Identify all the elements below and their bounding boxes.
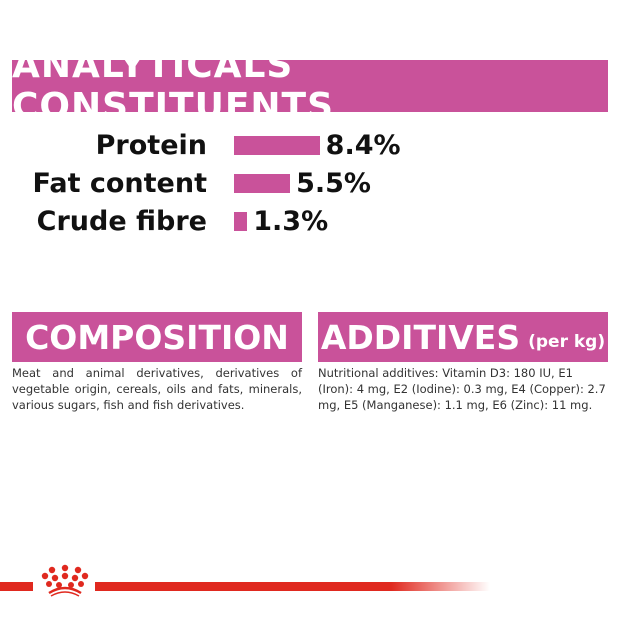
footer-line-left bbox=[0, 582, 33, 591]
composition-title: COMPOSITION bbox=[25, 317, 289, 357]
constituent-label: Crude fibre bbox=[36, 205, 207, 237]
constituent-bar bbox=[234, 211, 248, 231]
additives-header: ADDITIVES (per kg) bbox=[318, 312, 608, 362]
composition-header: COMPOSITION bbox=[12, 312, 302, 362]
constituent-value: 5.5% bbox=[296, 167, 371, 199]
constituent-label: Protein bbox=[95, 129, 207, 161]
constituent-row: Fat content 5.5% bbox=[0, 167, 371, 199]
constituent-value: 8.4% bbox=[325, 129, 401, 161]
additives-title: ADDITIVES bbox=[320, 317, 521, 357]
constituent-value: 1.3% bbox=[253, 205, 329, 237]
royal-canin-crown-logo bbox=[41, 564, 89, 597]
constituent-row: Protein 8.4% bbox=[0, 129, 401, 161]
constituent-bar bbox=[234, 135, 320, 155]
constituent-label: Fat content bbox=[32, 167, 207, 199]
constituent-row: Crude fibre 1.3% bbox=[0, 205, 329, 237]
additives-unit: (per kg) bbox=[528, 332, 606, 352]
constituent-bar bbox=[234, 173, 291, 193]
analytical-title: ANALYTICALS CONSTITUENTS bbox=[12, 45, 335, 127]
footer-line-right bbox=[95, 582, 490, 591]
composition-text: Meat and animal derivatives, derivatives… bbox=[12, 366, 302, 412]
additives-text: Nutritional additives: Vitamin D3: 180 I… bbox=[318, 366, 606, 412]
analytical-constituents-header: ANALYTICALS CONSTITUENTS bbox=[12, 45, 608, 127]
